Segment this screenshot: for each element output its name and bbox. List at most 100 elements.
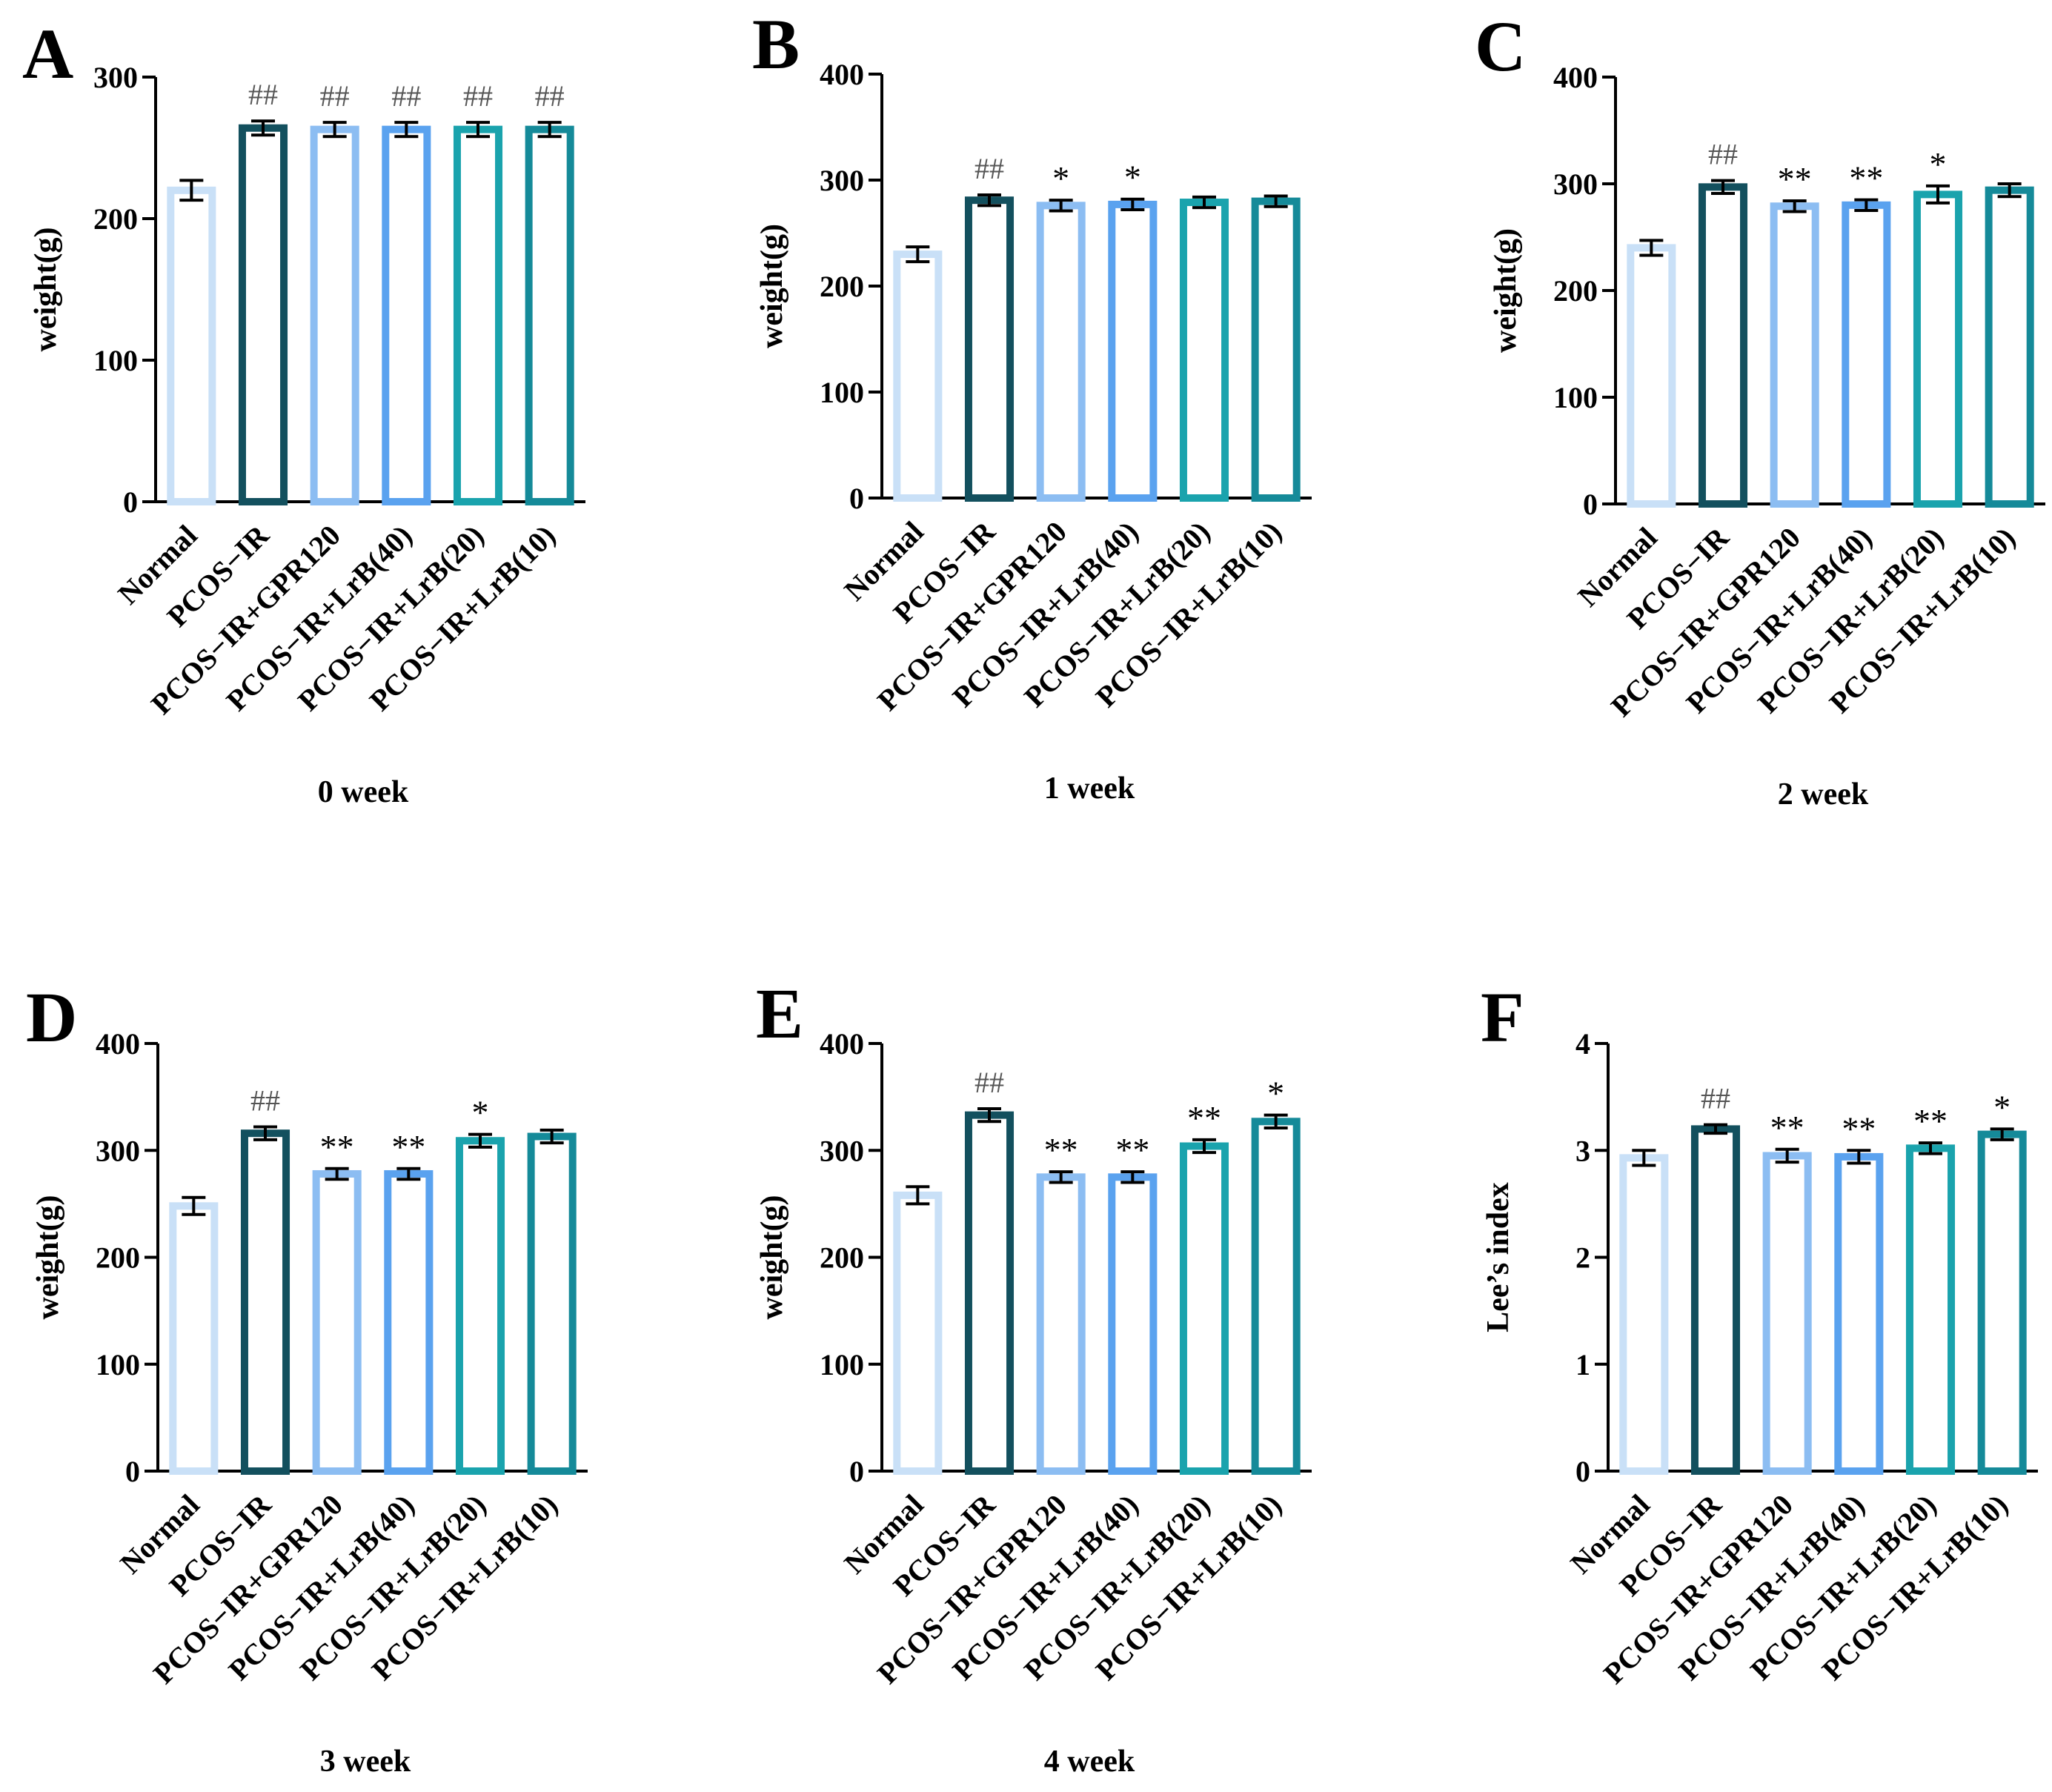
bar bbox=[1108, 1173, 1158, 1475]
panel-A: A0100200300weight(g)Normal##PCOS−IR##PCO… bbox=[22, 14, 585, 809]
y-tick-label: 200 bbox=[820, 1241, 864, 1275]
y-axis-label: weight(g) bbox=[755, 1195, 789, 1320]
significance-mark: ** bbox=[320, 1128, 354, 1166]
bar bbox=[1036, 202, 1086, 502]
y-tick-label: 100 bbox=[820, 1348, 864, 1381]
bar bbox=[1179, 1142, 1229, 1475]
significance-mark: ## bbox=[463, 79, 493, 113]
bar bbox=[525, 125, 574, 505]
y-axis-label: weight(g) bbox=[755, 224, 789, 348]
y-tick-label: 200 bbox=[96, 1241, 140, 1275]
significance-mark: * bbox=[1993, 1088, 2011, 1126]
significance-mark: ## bbox=[535, 79, 565, 113]
y-tick-label: 4 bbox=[1575, 1027, 1590, 1061]
significance-mark: ** bbox=[1770, 1109, 1804, 1146]
y-tick-label: 1 bbox=[1575, 1348, 1590, 1381]
bar bbox=[1251, 1118, 1301, 1475]
y-axis-label: weight(g) bbox=[29, 228, 63, 352]
bar bbox=[169, 1202, 219, 1475]
y-tick-label: 300 bbox=[96, 1134, 140, 1167]
significance-mark: ## bbox=[1701, 1082, 1730, 1115]
y-tick-label: 100 bbox=[820, 376, 864, 409]
significance-mark: ** bbox=[1044, 1131, 1078, 1169]
y-tick-label: 200 bbox=[820, 270, 864, 303]
panel-letter-A: A bbox=[22, 14, 73, 93]
x-axis-label: 0 week bbox=[318, 775, 409, 809]
bar bbox=[1627, 244, 1676, 508]
y-tick-label: 0 bbox=[125, 1455, 140, 1488]
bar bbox=[1977, 1130, 2027, 1476]
bar bbox=[1251, 197, 1301, 502]
bar bbox=[310, 125, 359, 505]
y-tick-label: 300 bbox=[820, 164, 864, 197]
bar bbox=[964, 1111, 1015, 1475]
significance-mark: * bbox=[1930, 145, 1947, 183]
bar bbox=[1108, 200, 1158, 502]
y-tick-label: 300 bbox=[820, 1134, 864, 1167]
panel-letter-B: B bbox=[752, 4, 800, 84]
significance-mark: * bbox=[1124, 159, 1141, 196]
bar bbox=[382, 125, 431, 505]
y-axis-label: weight(g) bbox=[31, 1195, 65, 1320]
y-tick-label: 300 bbox=[1553, 167, 1598, 201]
y-tick-label: 100 bbox=[96, 1348, 140, 1381]
bar bbox=[893, 250, 943, 502]
x-axis-label: 1 week bbox=[1044, 771, 1135, 806]
y-tick-label: 400 bbox=[1553, 61, 1598, 94]
bar bbox=[1036, 1173, 1086, 1475]
bar bbox=[312, 1169, 362, 1475]
y-axis-label: Lee’s index bbox=[1481, 1182, 1515, 1333]
bar bbox=[455, 1137, 505, 1475]
bar bbox=[1913, 190, 1963, 508]
bar bbox=[1690, 1125, 1741, 1476]
significance-mark: ## bbox=[391, 79, 421, 113]
y-tick-label: 0 bbox=[1575, 1455, 1590, 1488]
bar bbox=[167, 186, 216, 505]
bar bbox=[1842, 201, 1891, 508]
bar bbox=[527, 1132, 577, 1476]
panel-B: B0100200300400weight(g)Normal##PCOS−IR*P… bbox=[752, 4, 1312, 806]
bar bbox=[240, 1129, 290, 1476]
bar bbox=[1762, 1152, 1812, 1476]
significance-mark: ## bbox=[250, 1084, 280, 1118]
bar bbox=[893, 1191, 943, 1475]
panel-D: D0100200300400weight(g)Normal##PCOS−IR**… bbox=[26, 978, 588, 1779]
bar bbox=[1179, 199, 1229, 502]
y-tick-label: 400 bbox=[820, 1027, 864, 1061]
significance-mark: ** bbox=[1849, 159, 1883, 197]
y-tick-label: 0 bbox=[849, 1455, 864, 1488]
significance-mark: ## bbox=[248, 78, 278, 111]
significance-mark: ## bbox=[1708, 138, 1738, 171]
bar bbox=[1985, 186, 2034, 508]
y-tick-label: 100 bbox=[93, 344, 138, 377]
bar bbox=[1905, 1144, 1956, 1475]
y-tick-label: 0 bbox=[123, 485, 138, 519]
bar bbox=[453, 125, 503, 505]
significance-mark: ** bbox=[1842, 1109, 1876, 1147]
x-axis-label: 4 week bbox=[1044, 1745, 1135, 1779]
bar bbox=[384, 1169, 434, 1475]
significance-mark: * bbox=[1267, 1075, 1284, 1112]
panel-letter-E: E bbox=[756, 974, 803, 1053]
y-tick-label: 3 bbox=[1575, 1134, 1590, 1167]
significance-mark: ## bbox=[320, 79, 350, 113]
bar bbox=[1834, 1152, 1884, 1476]
y-tick-label: 300 bbox=[93, 61, 138, 94]
y-tick-label: 200 bbox=[93, 202, 138, 236]
panel-letter-F: F bbox=[1481, 978, 1524, 1057]
y-axis-label: weight(g) bbox=[1489, 228, 1523, 353]
panel-letter-D: D bbox=[26, 978, 77, 1057]
significance-mark: ** bbox=[1115, 1131, 1149, 1169]
significance-mark: ** bbox=[1778, 160, 1812, 198]
y-tick-label: 400 bbox=[96, 1027, 140, 1061]
y-tick-label: 0 bbox=[849, 482, 864, 515]
bar bbox=[238, 124, 288, 505]
panel-E: E0100200300400weight(g)Normal##PCOS−IR**… bbox=[755, 974, 1312, 1779]
bar bbox=[1619, 1154, 1669, 1476]
significance-mark: ** bbox=[391, 1128, 425, 1166]
y-tick-label: 100 bbox=[1553, 381, 1598, 414]
significance-mark: * bbox=[1052, 159, 1069, 197]
x-axis-label: 2 week bbox=[1778, 777, 1869, 812]
